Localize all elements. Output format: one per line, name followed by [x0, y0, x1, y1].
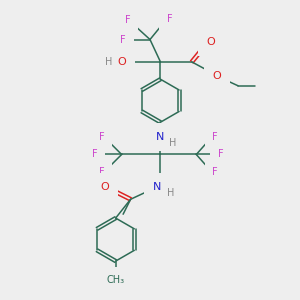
Text: F: F	[92, 149, 98, 160]
Text: O: O	[213, 71, 222, 81]
Text: F: F	[99, 132, 104, 142]
Text: O: O	[101, 182, 110, 192]
Text: F: F	[120, 34, 126, 44]
Text: O: O	[207, 37, 216, 47]
Text: F: F	[99, 167, 104, 177]
Text: F: F	[167, 14, 172, 24]
Text: O: O	[117, 57, 126, 67]
Text: N: N	[156, 132, 165, 142]
Text: F: F	[212, 167, 218, 177]
Text: N: N	[153, 182, 162, 192]
Text: F: F	[218, 149, 224, 160]
Text: H: H	[167, 188, 175, 198]
Text: H: H	[105, 57, 112, 67]
Text: F: F	[125, 15, 130, 25]
Text: F: F	[212, 132, 218, 142]
Text: H: H	[169, 137, 177, 148]
Text: CH₃: CH₃	[106, 274, 125, 285]
